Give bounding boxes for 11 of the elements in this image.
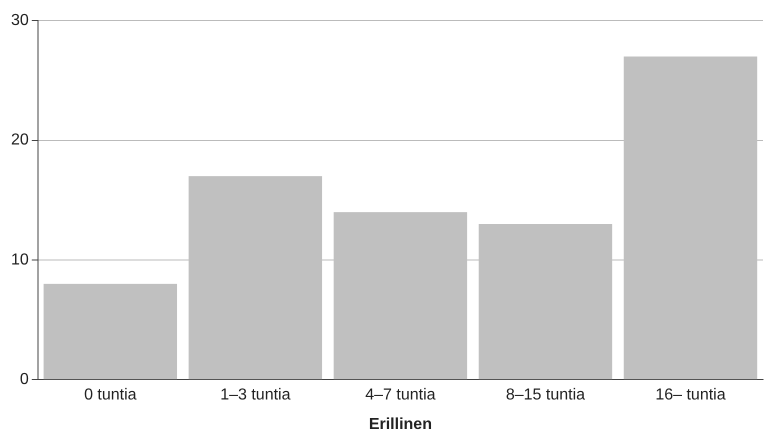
y-tick-label: 0 [20,371,29,388]
x-tick-label: 1–3 tuntia [220,386,291,404]
y-tick-label: 30 [11,12,29,30]
y-tick-label: 20 [11,132,29,149]
bar [44,284,178,380]
x-tick-label: 0 tuntia [84,386,137,404]
x-tick-label: 4–7 tuntia [365,386,436,404]
x-axis-title: Erillinen [368,416,432,433]
x-tick-label: 8–15 tuntia [506,386,586,404]
y-tick-label: 10 [11,251,29,268]
x-tick-label: 16– tuntia [655,386,726,404]
